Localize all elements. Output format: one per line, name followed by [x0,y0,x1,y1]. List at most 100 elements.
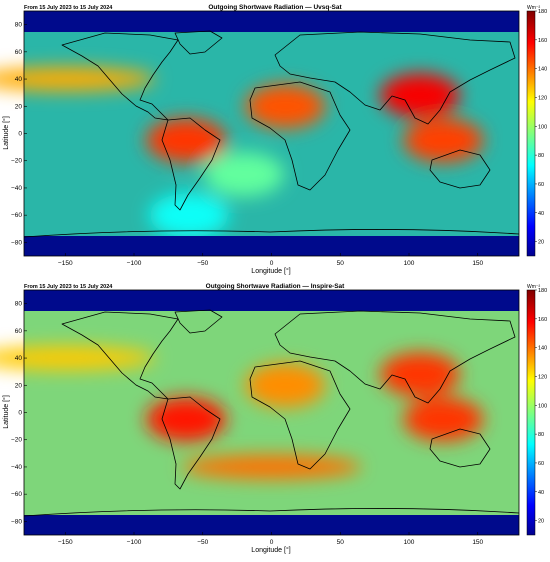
colorbar-tick-label: 40 [538,211,544,217]
x-tick-label: −150 [58,539,73,546]
heatmap-area [0,290,519,535]
y-tick-label: 0 [18,131,22,138]
heatmap-feature-east-asia-high [380,73,460,118]
australia-outline [429,149,491,189]
colorbar-tick-label: 100 [538,124,547,130]
colorbar-tick-label: 120 [538,374,547,380]
map-figure: From 15 July 2023 to 15 July 2024 Outgoi… [0,283,547,554]
y-tick-label: −60 [11,212,22,219]
coastlines [23,30,520,238]
y-tick-label: 40 [15,76,23,83]
arctic-cap [24,11,519,32]
y-tick-label: 80 [15,22,23,29]
heatmap-feature-southern-ocean-blue [149,193,229,238]
heatmap-feature-maritime-continent-high [403,118,484,163]
colorbar-tick-label: 60 [538,461,544,467]
x-axis-label: Longitude [°] [251,267,290,275]
x-tick-label: 150 [472,260,483,267]
heatmap-feature-southern-midlat-band [181,454,362,479]
africa-outline [249,360,351,470]
x-tick-label: −150 [58,260,73,267]
heatmap-feature-north-pacific-band [0,346,156,371]
north-america-outline [61,32,179,121]
heatmap-feature-south-atlantic-cyan [204,152,284,197]
y-tick-label: −20 [11,158,22,165]
date-range-label: From 15 July 2023 to 15 July 2024 [24,284,113,290]
heatmap-feature-amazon-high [146,118,227,163]
x-tick-label: −50 [197,260,208,267]
colorbar-tick-label: 80 [538,153,544,159]
x-tick-label: 100 [404,260,415,267]
x-tick-label: −100 [127,260,142,267]
antarctica-outline [23,229,520,238]
y-tick-label: −40 [11,185,22,192]
heatmap-area [0,11,519,256]
x-tick-label: 0 [270,260,274,267]
plot-title: Outgoing Shortwave Radiation — Inspire-S… [206,283,346,290]
colorbar: 180 160 140 120 100 80 60 40 20 [526,288,547,536]
y-tick-label: −40 [11,464,22,471]
x-tick-label: 100 [404,539,415,546]
x-tick-label: 50 [337,539,345,546]
colorbar: 180 160 140 120 100 80 60 40 20 [526,9,547,257]
y-tick-label: −80 [11,239,22,246]
colorbar-tick-label: 180 [538,9,547,15]
colorbar-tick-label: 60 [538,182,544,188]
australia-outline [429,428,491,468]
colorbar-tick-label: 100 [538,403,547,409]
colorbar-tick-label: 40 [538,490,544,496]
colorbar-gradient [526,289,536,536]
x-tick-label: 150 [472,539,483,546]
plot-title: Outgoing Shortwave Radiation — Uvsq-Sat [208,4,342,11]
colorbar-tick-label: 20 [538,519,544,525]
y-tick-label: 60 [15,328,23,335]
eurasia-outline [274,31,516,125]
eurasia-outline [274,310,516,404]
coastlines [23,309,520,517]
x-axis-ticks: −150 −100 −50 0 50 100 150 [58,253,484,267]
heatmap-feature-maritime-continent-high [403,397,484,442]
y-axis-label: Latitude [°] [2,395,10,429]
antarctica-outline [23,508,520,517]
x-tick-label: 0 [270,539,274,546]
arctic-cap [24,290,519,311]
colorbar-tick-label: 140 [538,67,547,73]
map-panel-uvsq: From 15 July 2023 to 15 July 2024 Outgoi… [0,0,550,278]
colorbar-gradient [526,10,536,257]
y-axis-ticks: 80 60 40 20 0 −20 −40 −60 −80 [11,301,27,525]
africa-outline [249,81,351,191]
greenland-outline [174,309,223,334]
y-tick-label: 80 [15,301,23,308]
south-america-outline [161,396,221,490]
colorbar-tick-label: 180 [538,288,547,294]
x-tick-label: −100 [127,539,142,546]
y-tick-label: 40 [15,355,23,362]
x-axis-label: Longitude [°] [251,546,290,554]
south-america-outline [161,117,221,211]
colorbar-ticks: 180 160 140 120 100 80 60 40 20 [535,9,547,246]
colorbar-ticks: 180 160 140 120 100 80 60 40 20 [535,288,547,525]
heatmap-feature-north-pacific-band [0,67,156,92]
colorbar-tick-label: 160 [538,38,547,44]
colorbar-unit: Wm⁻² [527,5,541,11]
colorbar-tick-label: 160 [538,317,547,323]
y-tick-label: 60 [15,49,23,56]
x-tick-label: −50 [197,539,208,546]
heatmap-feature-sahara-high [245,84,326,129]
antarctic-cap [24,515,519,535]
y-axis-label: Latitude [°] [2,116,10,150]
y-tick-label: 20 [15,103,23,110]
x-tick-label: 50 [337,260,345,267]
date-range-label: From 15 July 2023 to 15 July 2024 [24,5,113,11]
colorbar-unit: Wm⁻² [527,284,541,290]
y-tick-label: −20 [11,437,22,444]
heatmap-feature-amazon-high [146,397,227,442]
map-panel-inspire: From 15 July 2023 to 15 July 2024 Outgoi… [0,279,550,557]
colorbar-tick-label: 120 [538,95,547,101]
map-figure: From 15 July 2023 to 15 July 2024 Outgoi… [0,4,547,275]
greenland-outline [174,30,223,55]
y-tick-label: 0 [18,410,22,417]
colorbar-tick-label: 20 [538,240,544,246]
antarctic-cap [24,236,519,256]
y-tick-label: −60 [11,491,22,498]
